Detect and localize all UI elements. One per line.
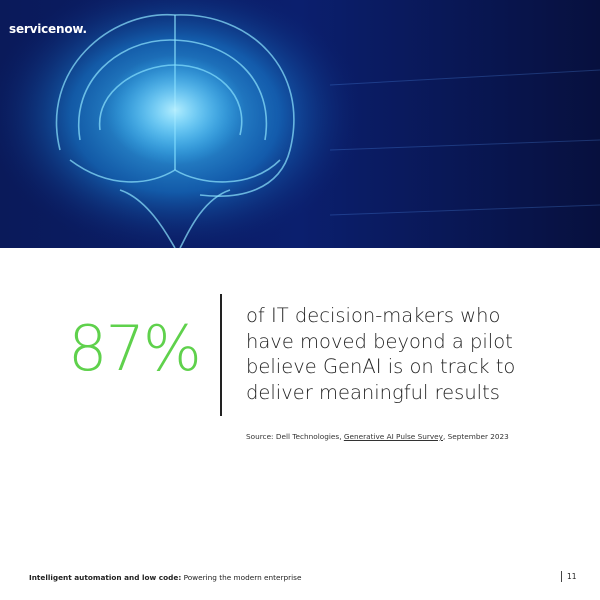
stat-text: of IT decision-makers who have moved bey… — [246, 303, 515, 405]
page-number: 11 — [561, 571, 577, 582]
logo: servicenow. — [9, 22, 87, 36]
hero-image — [0, 0, 600, 248]
source-link[interactable]: Generative AI Pulse Survey — [343, 432, 443, 441]
stat-line: have moved beyond a pilot — [246, 329, 513, 353]
stat-line: deliver meaningful results — [246, 380, 500, 404]
stat-line: believe GenAI is on track to — [246, 355, 516, 378]
divider — [220, 294, 222, 416]
footer-rest: Powering the modern enterprise — [181, 573, 302, 582]
source-suffix: , September 2023 — [442, 432, 509, 441]
footer-bold: Intelligent automation and low code: — [29, 573, 182, 582]
stat-value: 87% — [68, 312, 202, 385]
footer: Intelligent automation and low code: Pow… — [29, 573, 301, 582]
stat-line: of IT decision-makers who — [246, 304, 501, 327]
source-prefix: Source: Dell Technologies, — [246, 432, 344, 441]
source: Source: Dell Technologies, Generative AI… — [246, 432, 509, 441]
